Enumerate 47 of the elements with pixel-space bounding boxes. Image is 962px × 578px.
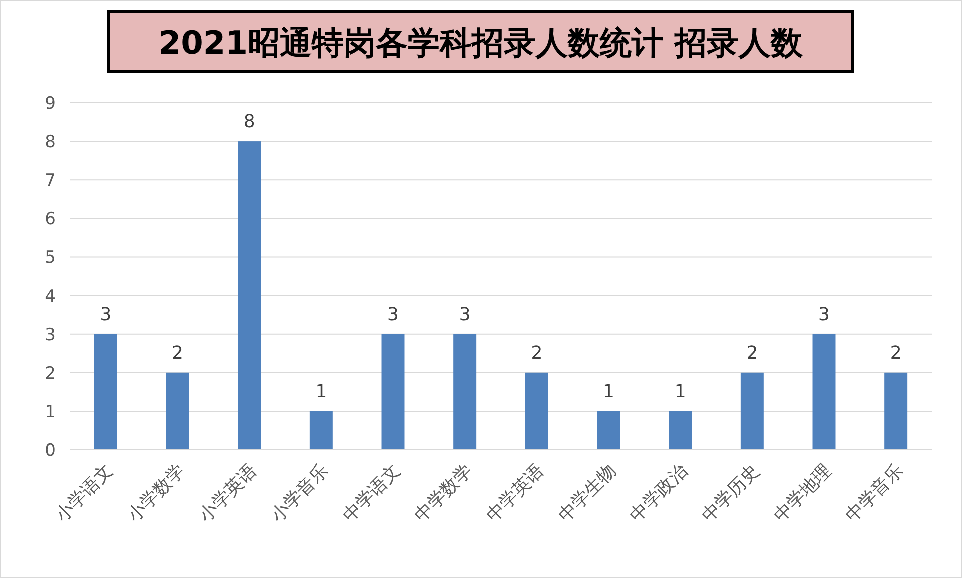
data-label: 2 — [172, 342, 184, 364]
data-label: 3 — [818, 304, 830, 326]
x-tick-label: 小学音乐 — [267, 460, 333, 526]
data-label: 1 — [674, 381, 686, 402]
data-label: 2 — [890, 342, 902, 364]
chart-title: 2021昭通特岗各学科招录人数统计 招录人数 — [158, 24, 804, 62]
bar — [310, 411, 333, 450]
bar — [94, 334, 118, 450]
y-tick-label: 9 — [45, 94, 56, 114]
data-label: 3 — [388, 304, 399, 326]
bar — [740, 372, 764, 450]
data-label: 3 — [459, 304, 471, 326]
bar — [454, 334, 477, 450]
y-tick-label: 2 — [45, 364, 56, 384]
bar — [166, 372, 190, 450]
data-label: 2 — [531, 342, 543, 364]
x-tick-label: 中学音乐 — [842, 460, 908, 526]
y-tick-label: 0 — [45, 441, 56, 461]
x-tick-label: 中学数学 — [410, 460, 477, 526]
bar — [812, 334, 836, 450]
bar — [597, 411, 620, 450]
data-label: 1 — [316, 381, 328, 402]
data-label: 8 — [244, 112, 256, 133]
bar — [669, 411, 692, 450]
bar — [525, 372, 548, 450]
y-tick-label: 7 — [45, 171, 56, 192]
y-tick-label: 3 — [45, 325, 56, 346]
data-label: 3 — [100, 304, 112, 326]
y-tick-label: 8 — [45, 132, 56, 153]
x-tick-label: 中学历史 — [698, 460, 764, 526]
bar — [238, 142, 262, 450]
x-tick-label: 中学政治 — [626, 460, 692, 526]
bar — [884, 372, 908, 450]
y-tick-label: 1 — [45, 402, 56, 422]
x-tick-label: 小学数学 — [124, 460, 190, 526]
data-label: 1 — [603, 381, 614, 402]
x-tick-label: 小学语文 — [52, 460, 118, 526]
bar — [382, 334, 405, 450]
x-tick-label: 中学生物 — [554, 460, 620, 526]
data-label: 2 — [746, 342, 758, 364]
y-tick-label: 4 — [45, 286, 56, 307]
x-tick-label: 中学英语 — [482, 460, 548, 526]
y-tick-label: 5 — [45, 248, 56, 268]
x-tick-label: 中学语文 — [339, 460, 405, 526]
y-tick-label: 6 — [45, 210, 56, 230]
x-tick-label: 小学英语 — [195, 460, 262, 526]
x-tick-label: 中学地理 — [770, 460, 836, 526]
